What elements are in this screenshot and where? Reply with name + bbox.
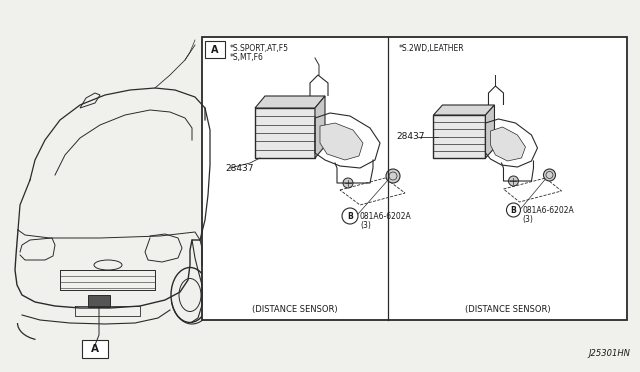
Text: (DISTANCE SENSOR): (DISTANCE SENSOR) [465, 305, 550, 314]
Text: *S.2WD,LEATHER: *S.2WD,LEATHER [399, 44, 464, 53]
Text: 081A6-6202A: 081A6-6202A [360, 212, 412, 221]
Text: *S,MT,F6: *S,MT,F6 [230, 53, 264, 62]
Text: J25301HN: J25301HN [588, 349, 630, 358]
Polygon shape [315, 96, 325, 158]
Circle shape [343, 178, 353, 188]
Circle shape [386, 169, 400, 183]
Polygon shape [433, 105, 495, 115]
Text: B: B [347, 212, 353, 221]
Bar [202, 37, 627, 320]
Text: B: B [511, 205, 516, 215]
Polygon shape [486, 105, 495, 158]
Bar [88, 295, 110, 307]
Text: (3): (3) [522, 215, 533, 224]
Text: 28437: 28437 [397, 132, 425, 141]
Text: 081A6-6202A: 081A6-6202A [522, 205, 574, 215]
Text: A: A [211, 45, 218, 55]
Bar [433, 115, 486, 158]
Text: *S.SPORT,AT,F5: *S.SPORT,AT,F5 [230, 44, 289, 53]
FancyBboxPatch shape [205, 41, 225, 58]
Circle shape [543, 169, 556, 181]
FancyBboxPatch shape [82, 340, 108, 358]
Polygon shape [490, 127, 525, 161]
Circle shape [509, 176, 518, 186]
Bar [255, 108, 315, 158]
Text: 28437: 28437 [225, 164, 253, 173]
Polygon shape [255, 96, 325, 108]
Text: (DISTANCE SENSOR): (DISTANCE SENSOR) [252, 305, 338, 314]
Polygon shape [320, 123, 363, 160]
Text: (3): (3) [360, 221, 371, 230]
Text: A: A [91, 344, 99, 354]
